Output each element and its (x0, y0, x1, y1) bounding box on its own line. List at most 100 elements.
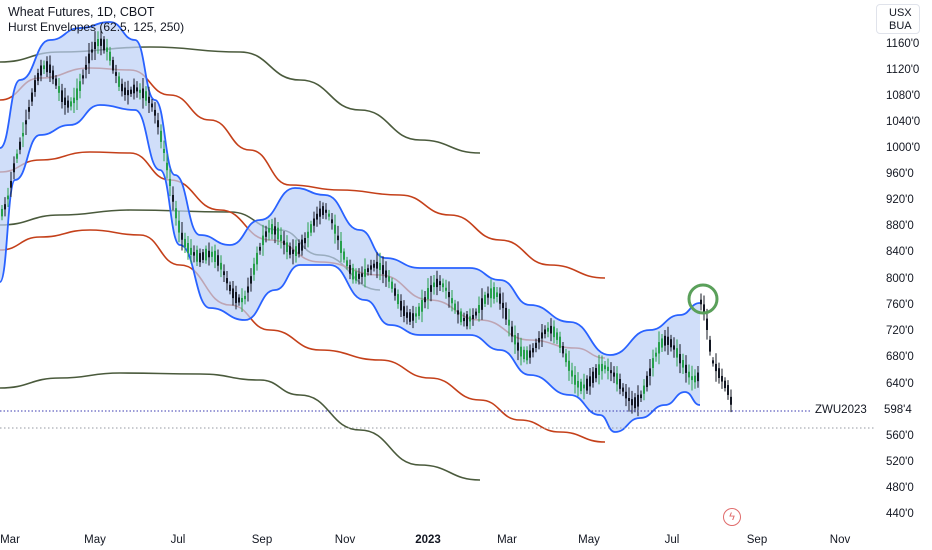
candle-body (28, 107, 30, 112)
candle-body (640, 394, 642, 399)
candle-body (364, 268, 366, 277)
candle-body (700, 299, 702, 305)
candle-body (154, 109, 156, 116)
candle-body (250, 276, 252, 284)
candle-body (295, 246, 297, 257)
candle-body (406, 312, 408, 318)
candle-body (229, 284, 231, 291)
candle-body (34, 80, 36, 92)
candle-body (334, 224, 336, 234)
candle-body (514, 335, 516, 345)
candle-body (1, 208, 3, 217)
candle-body (103, 39, 105, 51)
candle-body (508, 319, 510, 326)
price-tick: 880'0 (886, 220, 914, 232)
candle-body (7, 195, 9, 200)
candle-body (409, 312, 411, 322)
hurst-envelopes (0, 21, 701, 481)
candle-body (580, 381, 582, 392)
price-tick: 920'0 (886, 194, 914, 206)
candle-body (292, 249, 294, 254)
candle-body (379, 262, 381, 271)
candle-body (193, 252, 195, 256)
chart-legend: Wheat Futures, 1D, CBOT Hurst Envelopes … (8, 5, 184, 35)
candle-body (205, 248, 207, 261)
candle-body (289, 246, 291, 255)
candle-body (460, 311, 462, 323)
candle-body (583, 384, 585, 389)
candle-body (571, 370, 573, 377)
candle-body (124, 87, 126, 95)
price-axis[interactable]: 1160'0 1120'0 1080'0 1040'0 1000'0 960'0… (862, 0, 932, 525)
symbol-title[interactable]: Wheat Futures, 1D, CBOT (8, 5, 155, 19)
candle-body (718, 368, 720, 379)
candle-body (160, 130, 162, 142)
candle-body (607, 366, 609, 372)
candle-body (340, 240, 342, 253)
candle-body (427, 288, 429, 300)
candle-body (448, 291, 450, 298)
candle-body (646, 375, 648, 388)
indicator-label[interactable]: Hurst Envelopes (62.5, 125, 250) (8, 20, 185, 34)
flash-icon[interactable]: ϟ (723, 508, 741, 526)
candle-body (10, 180, 12, 188)
candle-body (424, 297, 426, 303)
candle-body (64, 97, 66, 106)
candle-body (70, 101, 72, 107)
candle-body (172, 194, 174, 202)
candle-body (247, 286, 249, 293)
candle-body (85, 64, 87, 70)
candle-body (76, 88, 78, 101)
candle-body (436, 278, 438, 288)
candle-body (241, 298, 243, 303)
candle-body (412, 313, 414, 321)
candle-body (373, 263, 375, 268)
candle-body (388, 276, 390, 282)
candle-body (37, 72, 39, 81)
candle-body (475, 311, 477, 316)
candle-body (520, 346, 522, 357)
candle-body (727, 385, 729, 395)
candle-body (382, 265, 384, 275)
time-axis[interactable]: Mar May Jul Sep Nov 2023 Mar May Jul Sep… (0, 525, 862, 550)
candle-body (358, 273, 360, 279)
candle-body (499, 293, 501, 304)
candle-body (649, 368, 651, 376)
inner-band-lower (0, 104, 701, 433)
candle-body (553, 326, 555, 338)
candle-body (481, 298, 483, 310)
candle-body (457, 310, 459, 315)
candle-body (346, 260, 348, 267)
candle-body (466, 314, 468, 327)
time-tick: May (578, 534, 600, 546)
candle-body (544, 329, 546, 335)
price-tick: 760'0 (886, 299, 914, 311)
candle-body (22, 132, 24, 137)
price-tick: 840'0 (886, 246, 914, 258)
candle-body (355, 271, 357, 281)
price-tick: 1000'0 (886, 142, 921, 154)
candle-body (328, 213, 330, 217)
candle-body (511, 326, 513, 337)
candle-body (721, 375, 723, 382)
candle-body (484, 294, 486, 304)
candle-body (418, 306, 420, 316)
candle-body (286, 242, 288, 253)
candle-body (349, 265, 351, 274)
candle-body (541, 332, 543, 339)
candle-body (586, 378, 588, 391)
candle-body (556, 332, 558, 340)
candle-body (664, 335, 666, 346)
time-tick: Jul (664, 534, 680, 546)
candle-body (178, 220, 180, 233)
candle-body (616, 373, 618, 385)
candle-body (589, 376, 591, 387)
candle-body (532, 348, 534, 353)
currency-unit-button[interactable]: USX BUA (876, 4, 920, 34)
time-tick: Sep (251, 534, 273, 546)
candle-body (415, 313, 417, 317)
candle-body (25, 120, 27, 125)
candle-body (226, 278, 228, 284)
candle-body (367, 268, 369, 273)
